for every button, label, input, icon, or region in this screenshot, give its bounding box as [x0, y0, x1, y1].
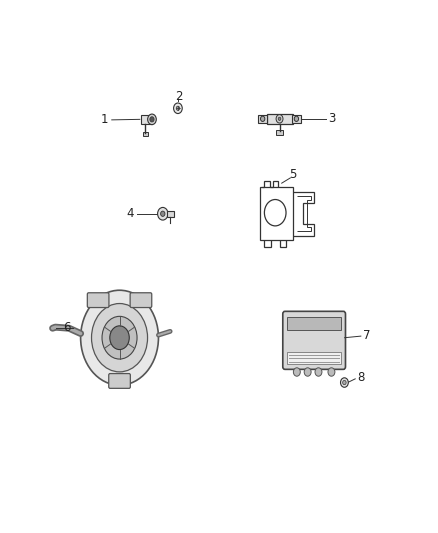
- Polygon shape: [167, 211, 173, 217]
- Text: 7: 7: [363, 328, 371, 342]
- FancyBboxPatch shape: [283, 311, 346, 369]
- Circle shape: [92, 303, 148, 372]
- Circle shape: [81, 290, 159, 385]
- Circle shape: [343, 381, 346, 385]
- Polygon shape: [276, 130, 283, 135]
- Text: 8: 8: [357, 371, 364, 384]
- Circle shape: [102, 317, 137, 359]
- Circle shape: [150, 117, 154, 122]
- Text: 3: 3: [328, 112, 335, 125]
- Text: 1: 1: [101, 114, 108, 126]
- Circle shape: [293, 368, 300, 376]
- Circle shape: [278, 117, 281, 120]
- Circle shape: [304, 368, 311, 376]
- Circle shape: [158, 207, 168, 220]
- Text: 5: 5: [289, 168, 296, 181]
- FancyBboxPatch shape: [87, 293, 109, 308]
- Polygon shape: [267, 114, 293, 124]
- Circle shape: [110, 326, 129, 350]
- Polygon shape: [258, 115, 268, 123]
- Circle shape: [340, 378, 348, 387]
- FancyBboxPatch shape: [109, 374, 131, 389]
- Circle shape: [294, 116, 299, 122]
- Polygon shape: [141, 115, 152, 124]
- Polygon shape: [292, 115, 301, 123]
- Circle shape: [261, 116, 265, 122]
- FancyBboxPatch shape: [130, 293, 152, 308]
- Circle shape: [276, 115, 283, 123]
- Circle shape: [161, 211, 165, 216]
- Circle shape: [148, 114, 156, 125]
- Text: 2: 2: [176, 90, 183, 103]
- Circle shape: [173, 103, 182, 114]
- Circle shape: [328, 368, 335, 376]
- Text: 6: 6: [63, 321, 71, 334]
- Polygon shape: [287, 352, 341, 364]
- Circle shape: [315, 368, 322, 376]
- Text: 4: 4: [127, 207, 134, 220]
- Polygon shape: [143, 132, 148, 136]
- Circle shape: [176, 106, 180, 110]
- Polygon shape: [287, 317, 341, 330]
